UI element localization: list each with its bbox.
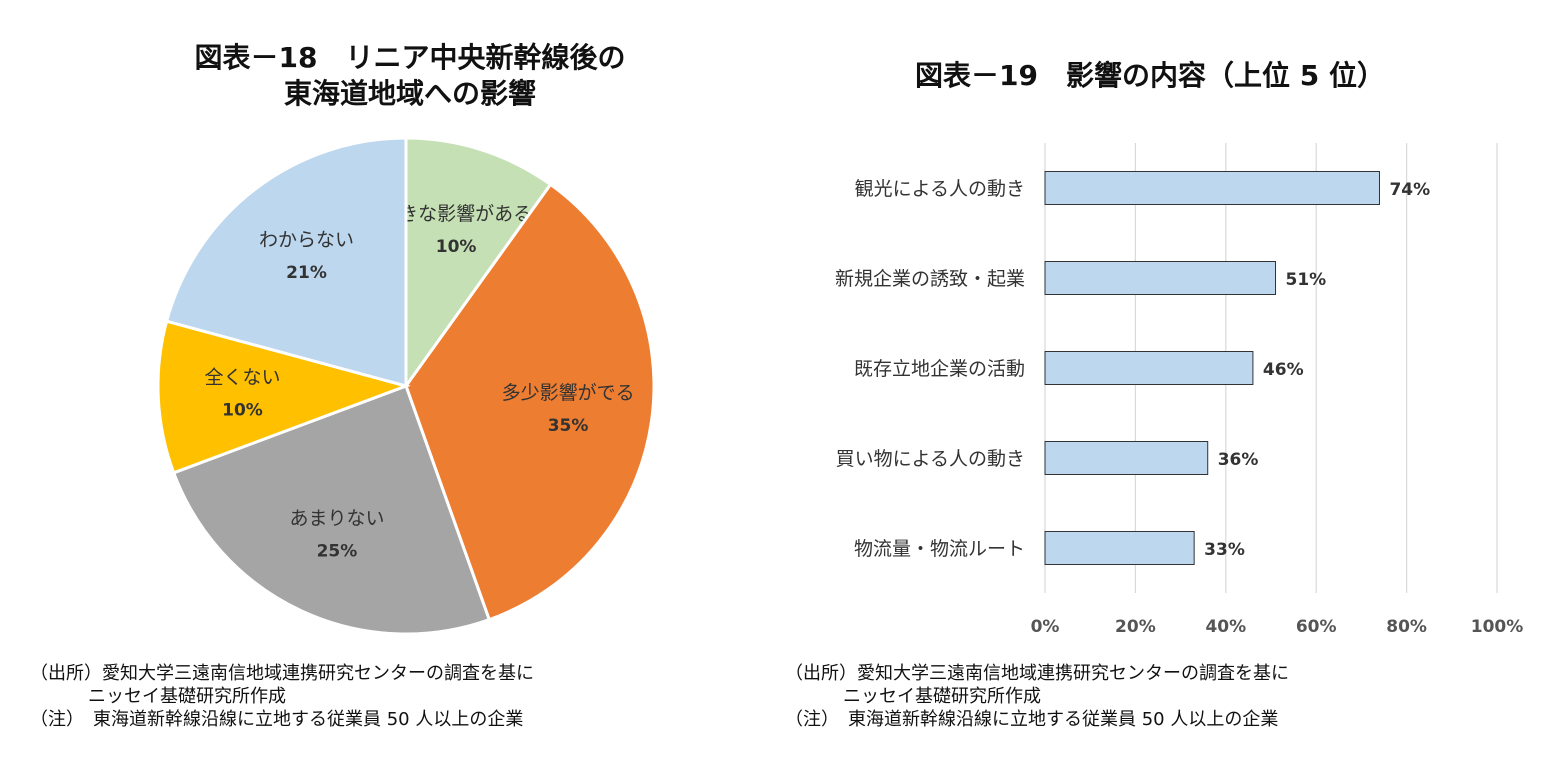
right-source-line2: ニッセイ基礎研究所作成 [843,686,1041,707]
pie-title-line1: 図表－18 リニア中央新幹線後の [194,41,626,74]
pie-slice-label-4: わからない [259,229,354,251]
category-label-2: 既存立地企業の活動 [854,358,1025,380]
category-label-1: 新規企業の誘致・起業 [835,268,1025,290]
bar-value-label-4: 33% [1204,540,1245,560]
pie-slice-4 [164,136,408,388]
pie-title-line2: 東海道地域への影響 [283,77,536,110]
category-label-0: 観光による人の動き [855,178,1025,200]
bar-value-label-1: 51% [1286,270,1327,290]
bar-value-label-0: 74% [1389,180,1430,200]
right-source-line1: （出所）愛知大学三遠南信地域連携研究センターの調査を基に [785,663,1289,684]
pie-slice-1 [404,182,656,622]
x-tick-label-4: 80% [1386,617,1427,637]
pie-slice-label-0: 大きな影響がある [380,203,532,225]
bar-1 [1044,261,1277,295]
x-tick-label-2: 40% [1205,617,1246,637]
x-tick-label-5: 100% [1471,617,1524,637]
x-tick-label-0: 0% [1031,617,1060,637]
right-source-notes: （出所）愛知大学三遠南信地域連携研究センターの調査を基に ニッセイ基礎研究所作成… [785,662,1289,731]
pie-slice-label-3: 全くない [204,367,280,389]
pie-slice-value-3: 10% [222,401,263,421]
bar-value-label-3: 36% [1218,450,1259,470]
pie-slice-value-2: 25% [317,541,358,561]
x-tick-label-1: 20% [1115,617,1156,637]
pie-slice-value-1: 35% [548,416,589,436]
bar-chart-title: 図表－19 影響の内容（上位 5 位） [915,59,1385,92]
right-note-line: （注） 東海道新幹線沿線に立地する従業員 50 人以上の企業 [785,709,1279,730]
pie-slice-0 [404,136,553,391]
x-tick-label-3: 60% [1296,617,1337,637]
pie-slice-2 [171,384,492,636]
category-label-3: 買い物による人の動き [836,448,1025,470]
bar-3 [1044,441,1209,475]
bar-value-label-2: 46% [1263,360,1304,380]
left-source-notes: （出所）愛知大学三遠南信地域連携研究センターの調査を基に ニッセイ基礎研究所作成… [30,662,534,731]
bar-0 [1044,171,1380,205]
pie-chart: 大きな影響がある 10% 多少影響がでる 35% あまりない 25% 全くない 10% わからな… [156,136,656,636]
pie-slice-label-1: 多少影響がでる [502,382,635,404]
left-source-line2: ニッセイ基礎研究所作成 [88,686,286,707]
pie-slice-3 [156,319,411,475]
left-note-line: （注） 東海道新幹線沿線に立地する従業員 50 人以上の企業 [30,709,524,730]
bar-chart: 0% 20% 40% 60% 80% 100% 観光による人の動き 74% 新規企業の誘致・起業… [835,143,1523,637]
pie-chart-title: 図表－18 リニア中央新幹線後の 東海道地域への影響 [150,40,670,112]
pie-slice-value-4: 21% [286,263,327,283]
pie-slice-value-0: 10% [436,237,477,257]
left-source-line1: （出所）愛知大学三遠南信地域連携研究センターの調査を基に [30,663,534,684]
bar-2 [1044,351,1254,385]
pie-slice-label-2: あまりない [289,507,384,529]
category-label-4: 物流量・物流ルート [854,538,1025,560]
bar-4 [1044,531,1195,565]
